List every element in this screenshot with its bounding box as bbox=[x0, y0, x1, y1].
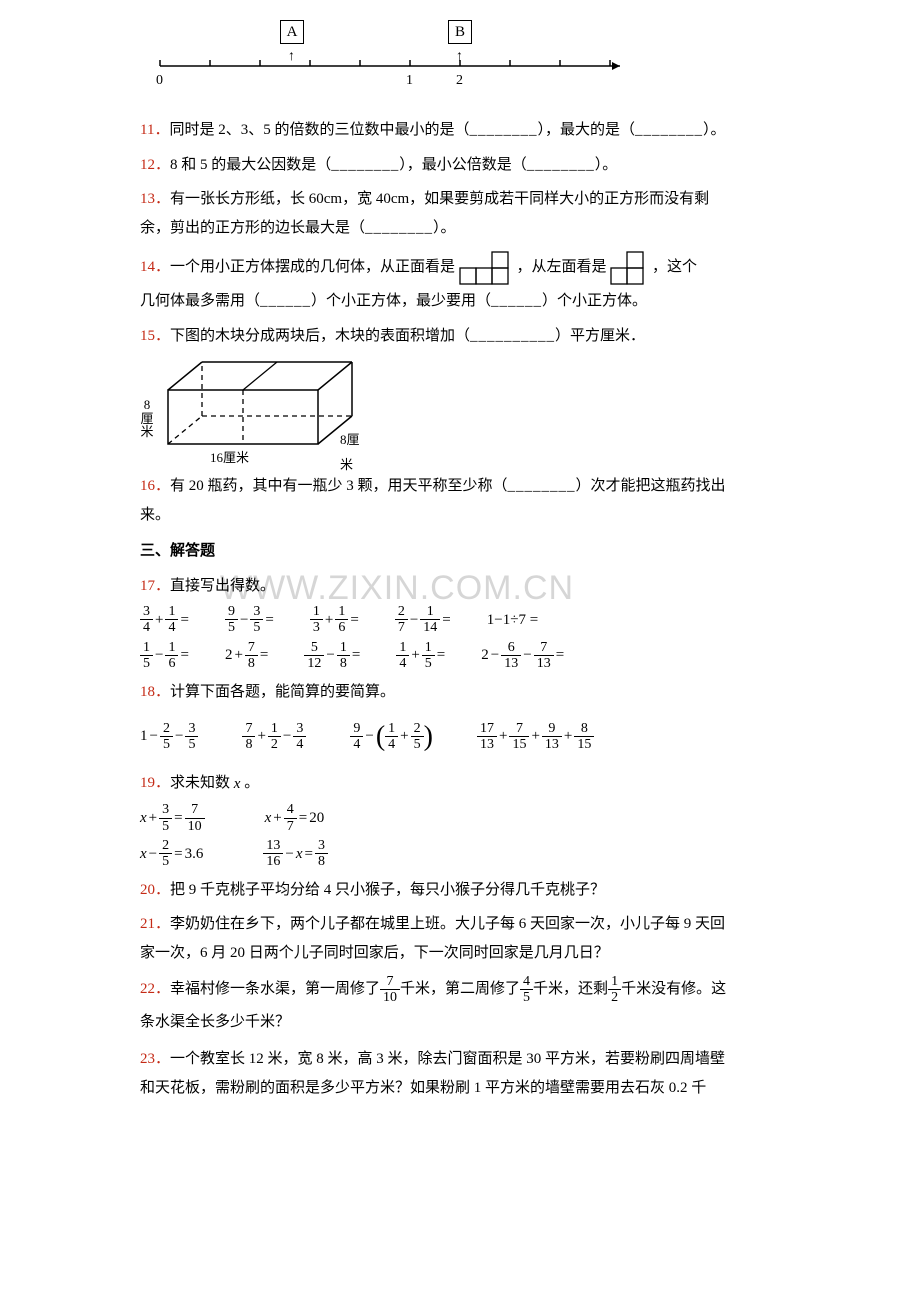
q17-text: 直接写出得数。 bbox=[170, 578, 275, 594]
question-14-line2: 几何体最多需用（______）个小正方体，最少要用（______）个小正方体。 bbox=[140, 287, 780, 316]
q16-blank: ________ bbox=[508, 472, 576, 501]
box-a: A bbox=[280, 20, 304, 44]
question-20: 20．把 9 千克桃子平均分给 4 只小猴子，每只小猴子分得几千克桃子？ bbox=[140, 876, 780, 905]
q12-text-a: 8 和 5 的最大公因数是（ bbox=[170, 157, 331, 173]
q22-f1: 710 bbox=[380, 974, 400, 1006]
number-line-svg bbox=[150, 58, 640, 88]
question-15: 15．下图的木块分成两块后，木块的表面积增加（__________）平方厘米． bbox=[140, 322, 780, 351]
box-b: B bbox=[448, 20, 472, 44]
qnum-20: 20． bbox=[140, 882, 170, 898]
tick-0: 0 bbox=[156, 68, 163, 95]
q12-text-c: ）。 bbox=[595, 157, 618, 173]
front-view-shape bbox=[459, 248, 513, 287]
q15-text-a: 下图的木块分成两块后，木块的表面积增加（ bbox=[170, 328, 470, 344]
question-16: 16．有 20 瓶药，其中有一瓶少 3 颗，用天平称至少称（________）次… bbox=[140, 472, 780, 529]
qnum-12: 12． bbox=[140, 157, 170, 173]
tick-1: 1 bbox=[406, 68, 413, 95]
qnum-16: 16． bbox=[140, 478, 170, 494]
q11-blank1: ________ bbox=[469, 116, 537, 145]
question-23: 23．一个教室长 12 米，宽 8 米，高 3 米，除去门窗面积是 30 平方米… bbox=[140, 1045, 780, 1102]
question-17: WWW.ZIXIN.COM.CN 17．直接写出得数。 bbox=[140, 572, 780, 601]
q16-line1a: 有 20 瓶药，其中有一瓶少 3 颗，用天平称至少称（ bbox=[170, 478, 508, 494]
q22-mid1: 千米，第二周修了 bbox=[400, 981, 520, 997]
q17-row2: 15−16=2+78=512−18=14+15=2−613−713= bbox=[140, 640, 780, 672]
q18-row: 1−25−3578+12−3494−(14+25)1713+715+913+81… bbox=[140, 710, 780, 763]
q11-blank2: ________ bbox=[635, 116, 703, 145]
qnum-11: 11． bbox=[140, 122, 169, 138]
q18-text: 计算下面各题，能简算的要简算。 bbox=[170, 684, 395, 700]
question-11: 11．同时是 2、3、5 的倍数的三位数中最小的是（________），最大的是… bbox=[140, 116, 780, 145]
q19-row2: x−25=3.61316−x=38 bbox=[140, 838, 780, 870]
qnum-15: 15． bbox=[140, 328, 170, 344]
q17-row1: 34+14=95−35=13+16=27−114=1−1÷7 = bbox=[140, 604, 780, 636]
qnum-13: 13． bbox=[140, 191, 170, 207]
q11-text-a: 同时是 2、3、5 的倍数的三位数中最小的是（ bbox=[169, 122, 469, 138]
q14-line2b: ）个小正方体，最少要用（ bbox=[311, 293, 491, 309]
q15-text-b: ）平方厘米． bbox=[555, 328, 645, 344]
q22-f2: 45 bbox=[520, 974, 533, 1006]
q14-text-c: ，这个 bbox=[652, 259, 697, 275]
qnum-23: 23． bbox=[140, 1051, 170, 1067]
q11-text-c: ）。 bbox=[703, 122, 726, 138]
question-12: 12．8 和 5 的最大公因数是（________），最小公倍数是（______… bbox=[140, 151, 780, 180]
q13-line2b: ）。 bbox=[433, 220, 456, 236]
cuboid-figure: 8厘米 8厘米 16厘米 bbox=[140, 356, 360, 466]
cuboid-bottom-label: 16厘米 bbox=[210, 446, 249, 471]
question-14: 14．一个用小正方体摆成的几何体，从正面看是 ，从左面看是 ，这个 bbox=[140, 248, 780, 287]
q16-line2: 来。 bbox=[140, 507, 170, 523]
qnum-21: 21． bbox=[140, 916, 170, 932]
q21-line1: 李奶奶住在乡下，两个儿子都在城里上班。大儿子每 6 天回家一次，小儿子每 9 天… bbox=[170, 916, 725, 932]
q21-line2: 家一次，6 月 20 日两个儿子同时回家后，下一次同时回家是几月几日？ bbox=[140, 945, 609, 961]
q19-tail: 。 bbox=[244, 775, 259, 791]
qnum-14: 14． bbox=[140, 259, 170, 275]
q15-blank: __________ bbox=[470, 322, 555, 351]
q12-text-b: ），最小公倍数是（ bbox=[399, 157, 527, 173]
q22-f3: 12 bbox=[608, 974, 621, 1006]
question-22: 22．幸福村修一条水渠，第一周修了710千米，第二周修了45千米，还剩12千米没… bbox=[140, 973, 780, 1039]
q12-blank2: ________ bbox=[527, 151, 595, 180]
left-view-shape bbox=[610, 248, 648, 287]
q19-row1: x+35=710x+47=20 bbox=[140, 802, 780, 834]
question-13: 13．有一张长方形纸，长 60cm，宽 40cm，如果要剪成若干同样大小的正方形… bbox=[140, 185, 780, 242]
cuboid-left-label: 8厘米 bbox=[140, 398, 154, 439]
number-line-figure: A B ↑ ↑ 0 1 2 bbox=[150, 20, 780, 110]
section-3-title: 三、解答题 bbox=[140, 537, 780, 566]
q19-var: x bbox=[234, 770, 241, 799]
q16-line1b: ）次才能把这瓶药找出 bbox=[576, 478, 726, 494]
qnum-18: 18． bbox=[140, 684, 170, 700]
question-19: 19．求未知数 x 。 bbox=[140, 769, 780, 798]
q14-line2a: 几何体最多需用（ bbox=[140, 293, 260, 309]
tick-2: 2 bbox=[456, 68, 463, 95]
q22-pre: 幸福村修一条水渠，第一周修了 bbox=[170, 981, 380, 997]
qnum-22: 22． bbox=[140, 981, 170, 997]
q22-post: 千米没有修。这 bbox=[621, 981, 726, 997]
qnum-17: 17． bbox=[140, 578, 170, 594]
q20-text: 把 9 千克桃子平均分给 4 只小猴子，每只小猴子分得几千克桃子？ bbox=[170, 882, 605, 898]
q23-line1: 一个教室长 12 米，宽 8 米，高 3 米，除去门窗面积是 30 平方米，若要… bbox=[170, 1051, 725, 1067]
q14-line2c: ）个小正方体。 bbox=[542, 293, 647, 309]
q23-line2: 和天花板，需粉刷的面积是多少平方米？如果粉刷 1 平方米的墙壁需要用去石灰 0.… bbox=[140, 1080, 706, 1096]
q22-mid2: 千米，还剩 bbox=[533, 981, 608, 997]
q13-blank: ________ bbox=[365, 214, 433, 243]
q13-line2a: 余，剪出的正方形的边长最大是（ bbox=[140, 220, 365, 236]
question-18: 18．计算下面各题，能简算的要简算。 bbox=[140, 678, 780, 707]
cuboid-right-label: 8厘米 bbox=[340, 428, 360, 477]
q14-blank2: ______ bbox=[491, 287, 542, 316]
q13-line1: 有一张长方形纸，长 60cm，宽 40cm，如果要剪成若干同样大小的正方形而没有… bbox=[170, 191, 709, 207]
q11-text-b: ），最大的是（ bbox=[537, 122, 635, 138]
q14-text-b: ，从左面看是 bbox=[517, 259, 607, 275]
q22-line2: 条水渠全长多少千米？ bbox=[140, 1014, 290, 1030]
q19-text: 求未知数 bbox=[170, 775, 230, 791]
q14-text-a: 一个用小正方体摆成的几何体，从正面看是 bbox=[170, 259, 455, 275]
q12-blank1: ________ bbox=[331, 151, 399, 180]
q14-blank1: ______ bbox=[260, 287, 311, 316]
qnum-19: 19． bbox=[140, 775, 170, 791]
question-21: 21．李奶奶住在乡下，两个儿子都在城里上班。大儿子每 6 天回家一次，小儿子每 … bbox=[140, 910, 780, 967]
